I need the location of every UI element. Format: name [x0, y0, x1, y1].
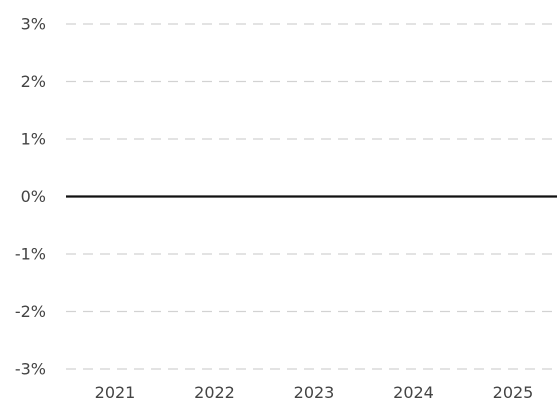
y-tick-label: -1%: [15, 245, 46, 264]
grid-lines: [66, 23, 557, 370]
x-axis-tick-labels: 2021 2022 2023 2024 2025: [95, 383, 534, 402]
y-tick-label: -2%: [15, 302, 46, 321]
y-tick-label: 3%: [21, 15, 46, 34]
y-tick-label: 2%: [21, 72, 46, 91]
y-tick-label: 1%: [21, 130, 46, 149]
x-tick-label: 2021: [95, 383, 136, 402]
y-axis-tick-labels: 3% 2% 1% 0% -1% -2% -3%: [15, 15, 46, 379]
x-tick-label: 2022: [194, 383, 235, 402]
y-tick-label: -3%: [15, 360, 46, 379]
y-tick-label: 0%: [21, 187, 46, 206]
x-tick-label: 2023: [294, 383, 335, 402]
x-tick-label: 2024: [393, 383, 434, 402]
x-tick-label: 2025: [493, 383, 534, 402]
